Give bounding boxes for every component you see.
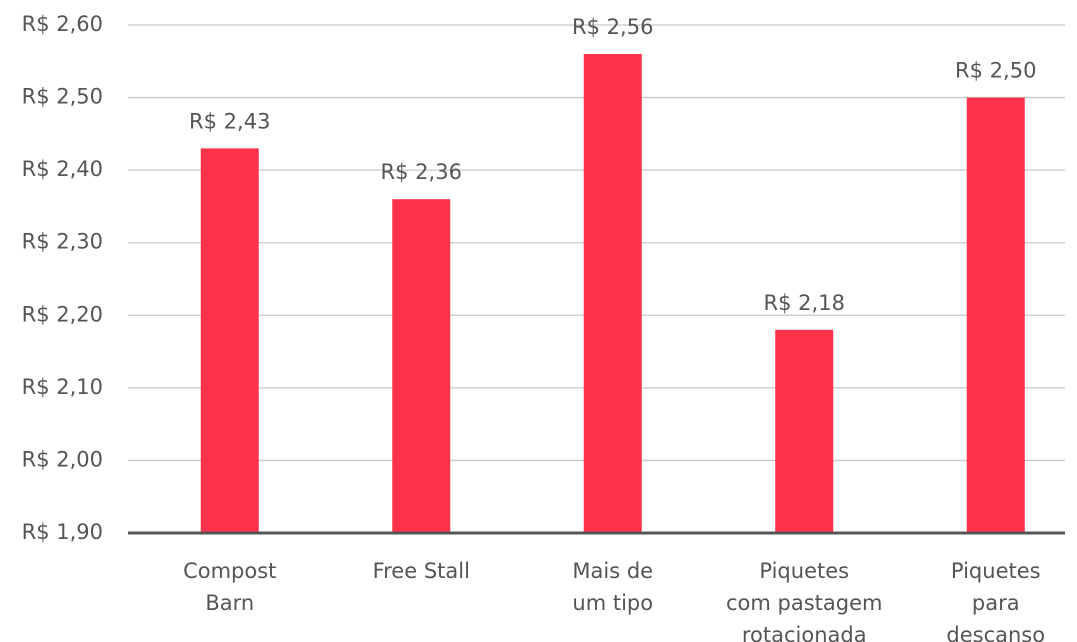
y-tick-label: R$ 2,60 bbox=[22, 12, 103, 36]
x-tick-label: Piquetes com pastagem rotacionada bbox=[726, 559, 883, 642]
bar bbox=[775, 329, 834, 533]
x-tick-label: Compost Barn bbox=[183, 559, 277, 615]
y-tick-label: R$ 2,40 bbox=[22, 157, 103, 181]
y-tick-label: R$ 2,50 bbox=[22, 85, 103, 109]
y-tick-label: R$ 2,10 bbox=[22, 375, 103, 399]
y-tick-label: R$ 1,90 bbox=[22, 520, 103, 544]
bar bbox=[200, 148, 259, 533]
x-tick-label: Mais de um tipo bbox=[572, 559, 654, 615]
bar bbox=[583, 54, 642, 534]
bar bbox=[392, 199, 451, 533]
y-tick-label: R$ 2,20 bbox=[22, 302, 103, 326]
value-label: R$ 2,43 bbox=[189, 109, 270, 133]
bar bbox=[966, 97, 1025, 534]
x-tick-label: Free Stall bbox=[372, 559, 470, 583]
value-label: R$ 2,18 bbox=[764, 291, 845, 315]
y-tick-label: R$ 2,00 bbox=[22, 447, 103, 471]
x-tick-label: Piquetes para descanso bbox=[946, 559, 1046, 642]
value-label: R$ 2,36 bbox=[381, 160, 462, 184]
y-tick-label: R$ 2,30 bbox=[22, 230, 103, 254]
value-label: R$ 2,56 bbox=[572, 15, 653, 39]
value-label: R$ 2,50 bbox=[955, 59, 1036, 83]
